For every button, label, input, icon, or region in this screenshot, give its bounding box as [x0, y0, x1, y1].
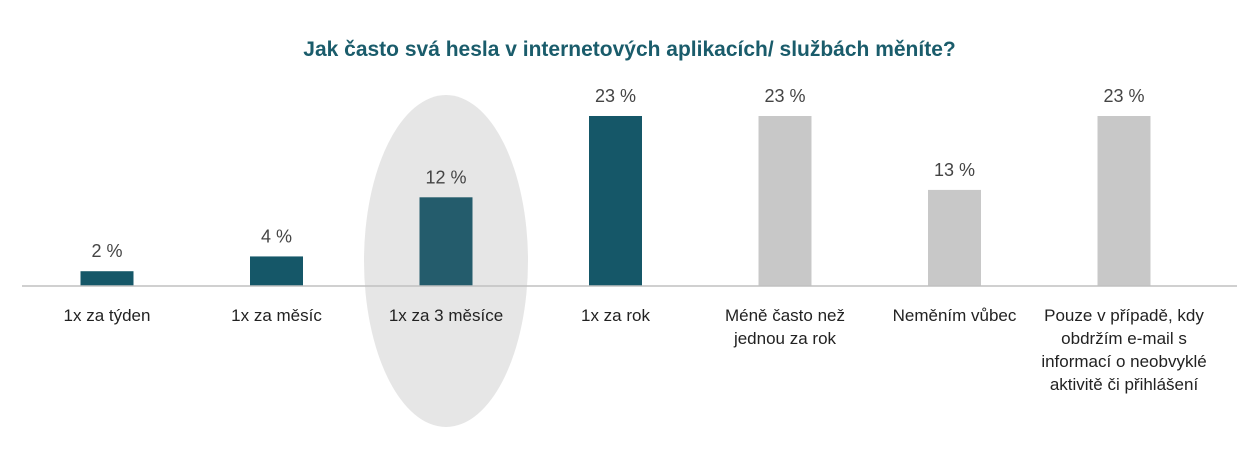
- bar-2: [250, 256, 303, 286]
- bar-5: [758, 115, 812, 287]
- category-label-2: 1x za měsíc: [231, 306, 322, 325]
- value-label-3: 12 %: [425, 167, 466, 187]
- category-label-1: 1x za týden: [63, 306, 151, 325]
- category-label-4: 1x za rok: [581, 306, 650, 325]
- value-label-1: 2 %: [91, 241, 122, 261]
- category-label-5: Méně často než jednou za rok: [724, 306, 845, 348]
- bar-1: [80, 271, 134, 286]
- value-label-2: 4 %: [261, 226, 292, 246]
- value-label-5: 23 %: [764, 86, 805, 106]
- value-label-6: 13 %: [934, 160, 975, 180]
- bar-4: [589, 115, 642, 287]
- bars-group: [80, 115, 1151, 287]
- value-label-7: 23 %: [1103, 86, 1144, 106]
- value-labels-group: 2 % 4 % 12 % 23 % 23 % 13 % 23 %: [91, 86, 1144, 261]
- bar-7: [1097, 115, 1151, 287]
- category-label-3: 1x za 3 měsíce: [388, 306, 504, 325]
- category-label-6: Neměním vůbec: [892, 306, 1017, 325]
- bar-3: [419, 197, 473, 286]
- bar-6: [928, 189, 981, 286]
- category-label-7: Pouze v případě, kdy obdržím e-mail s in…: [1041, 306, 1207, 394]
- value-label-4: 23 %: [595, 86, 636, 106]
- chart-title: Jak často svá hesla v internetových apli…: [303, 38, 956, 61]
